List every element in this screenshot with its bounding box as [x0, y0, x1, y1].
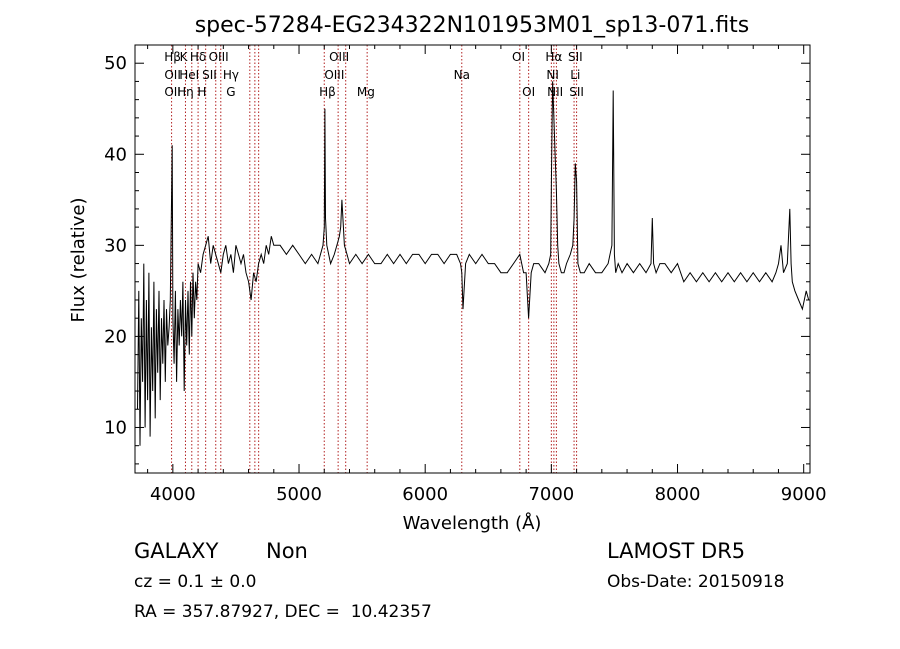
line-label: OIII: [209, 50, 229, 64]
object-class: GALAXY: [134, 539, 219, 563]
x-axis-label: Wavelength (Å): [403, 512, 542, 534]
plot-frame: [134, 44, 811, 474]
y-tick-label: 10: [104, 417, 127, 438]
y-axis-ticks: 10 20 30 40 50: [104, 44, 810, 465]
line-label: Hβ: [319, 85, 336, 99]
line-label: HeI: [179, 68, 199, 82]
line-label: OII: [164, 68, 181, 82]
x-tick-label: 9000: [781, 484, 827, 505]
line-label: SII: [202, 68, 217, 82]
line-label: Li: [570, 68, 580, 82]
y-tick-label: 50: [104, 53, 127, 74]
line-label: H: [197, 85, 206, 99]
line-label: Hα: [545, 50, 562, 64]
line-label: Hβ: [164, 50, 181, 64]
line-label: SII: [568, 50, 583, 64]
line-label: OII: [164, 85, 181, 99]
y-axis-label: Flux (relative): [68, 197, 89, 322]
line-label: OI: [522, 85, 535, 99]
survey-name: LAMOST DR5: [607, 539, 746, 563]
line-label: G: [226, 85, 235, 99]
observation-date: Obs-Date: 20150918: [607, 572, 785, 592]
line-label: Na: [454, 68, 470, 82]
line-label: Hγ: [223, 68, 239, 82]
spectrum-line: [137, 81, 810, 446]
line-label: NII: [547, 85, 563, 99]
line-label: OIII: [324, 68, 344, 82]
line-label: SII: [569, 85, 584, 99]
x-tick-label: 5000: [276, 484, 322, 505]
line-label: NI: [546, 68, 559, 82]
y-tick-label: 40: [104, 144, 127, 165]
redshift-readout: cz = 0.1 ± 0.0: [134, 572, 257, 592]
coordinates-readout: RA = 357.87927, DEC = 10.42357: [134, 602, 432, 622]
line-label: Mg: [357, 85, 375, 99]
line-label: OI: [512, 50, 525, 64]
y-tick-label: 20: [104, 326, 127, 347]
line-label: Hη: [177, 85, 194, 99]
y-tick-label: 30: [104, 235, 127, 256]
line-label: Hδ: [190, 50, 206, 64]
object-subclass: Non: [266, 539, 308, 563]
line-label: OIII: [329, 50, 349, 64]
chart-title: spec-57284-EG234322N101953M01_sp13-071.f…: [195, 13, 750, 38]
x-tick-label: 6000: [402, 484, 448, 505]
line-label: K: [180, 50, 189, 64]
x-tick-label: 4000: [150, 484, 196, 505]
emission-line-markers: [171, 45, 578, 473]
x-axis-ticks: 4000 5000 6000 7000 8000 9000: [147, 45, 827, 505]
x-tick-label: 8000: [655, 484, 701, 505]
x-tick-label: 7000: [528, 484, 574, 505]
